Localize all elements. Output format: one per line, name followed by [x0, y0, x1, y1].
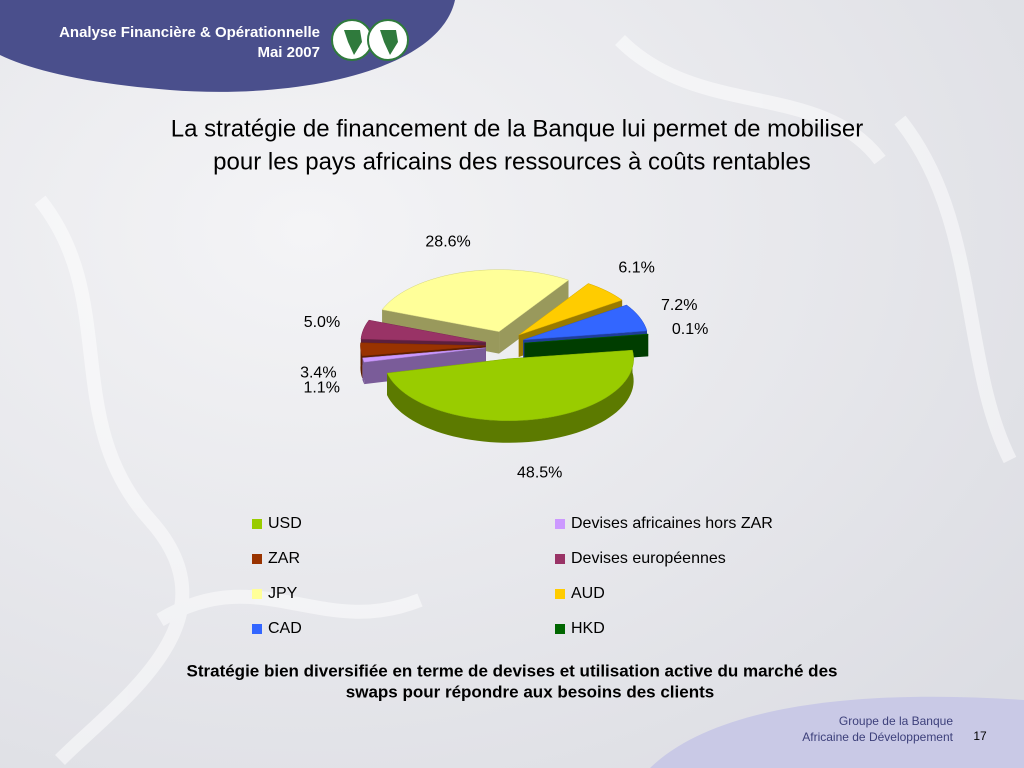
- chart-title: La stratégie de financement de la Banque…: [171, 115, 863, 142]
- slice: [518, 283, 623, 336]
- slice: [523, 304, 648, 341]
- legend-label: Devises européennes: [571, 550, 726, 567]
- footer-org: Africaine de Développement: [802, 730, 953, 744]
- legend-swatch: [555, 554, 565, 564]
- header-date: Mai 2007: [257, 44, 320, 61]
- page-number: 17: [973, 729, 987, 743]
- chart-title: pour les pays africains des ressources à…: [213, 148, 811, 175]
- footer-org: Groupe de la Banque: [839, 714, 953, 728]
- legend-swatch: [252, 624, 262, 634]
- slice: [386, 349, 634, 422]
- legend-swatch: [555, 624, 565, 634]
- data-label: 0.1%: [672, 321, 708, 338]
- data-label: 7.2%: [661, 297, 697, 314]
- legend-label: HKD: [571, 620, 605, 637]
- slice: [360, 319, 486, 343]
- legend-label: USD: [268, 515, 302, 532]
- logo: [331, 19, 409, 61]
- footer-band: [650, 696, 1024, 768]
- data-label: 48.5%: [517, 464, 562, 481]
- legend-swatch: [252, 519, 262, 529]
- data-label: 6.1%: [618, 260, 654, 277]
- slice: [360, 342, 486, 357]
- caption: Stratégie bien diversifiée en terme de d…: [187, 661, 838, 680]
- legend-swatch: [252, 554, 262, 564]
- slice: [524, 333, 649, 344]
- data-label: 5.0%: [304, 314, 340, 331]
- legend-swatch: [555, 519, 565, 529]
- data-label: 1.1%: [303, 380, 339, 397]
- header-title: Analyse Financière & Opérationnelle: [59, 24, 320, 41]
- decor-swirls: [34, 35, 1017, 765]
- slice-side: [362, 357, 365, 385]
- legend-label: ZAR: [268, 550, 300, 567]
- legend-swatch: [555, 589, 565, 599]
- slice: [362, 347, 486, 363]
- legend-label: Devises africaines hors ZAR: [571, 515, 773, 532]
- slice: [381, 269, 570, 332]
- caption: swaps pour répondre aux besoins des clie…: [346, 682, 714, 701]
- legend-label: AUD: [571, 585, 605, 602]
- data-label: 28.6%: [425, 233, 470, 250]
- slice-wall: [499, 280, 569, 354]
- data-label: 3.4%: [300, 364, 336, 381]
- legend-label: JPY: [268, 585, 298, 602]
- legend-label: CAD: [268, 620, 302, 637]
- slice-side: [387, 350, 634, 443]
- legend-swatch: [252, 589, 262, 599]
